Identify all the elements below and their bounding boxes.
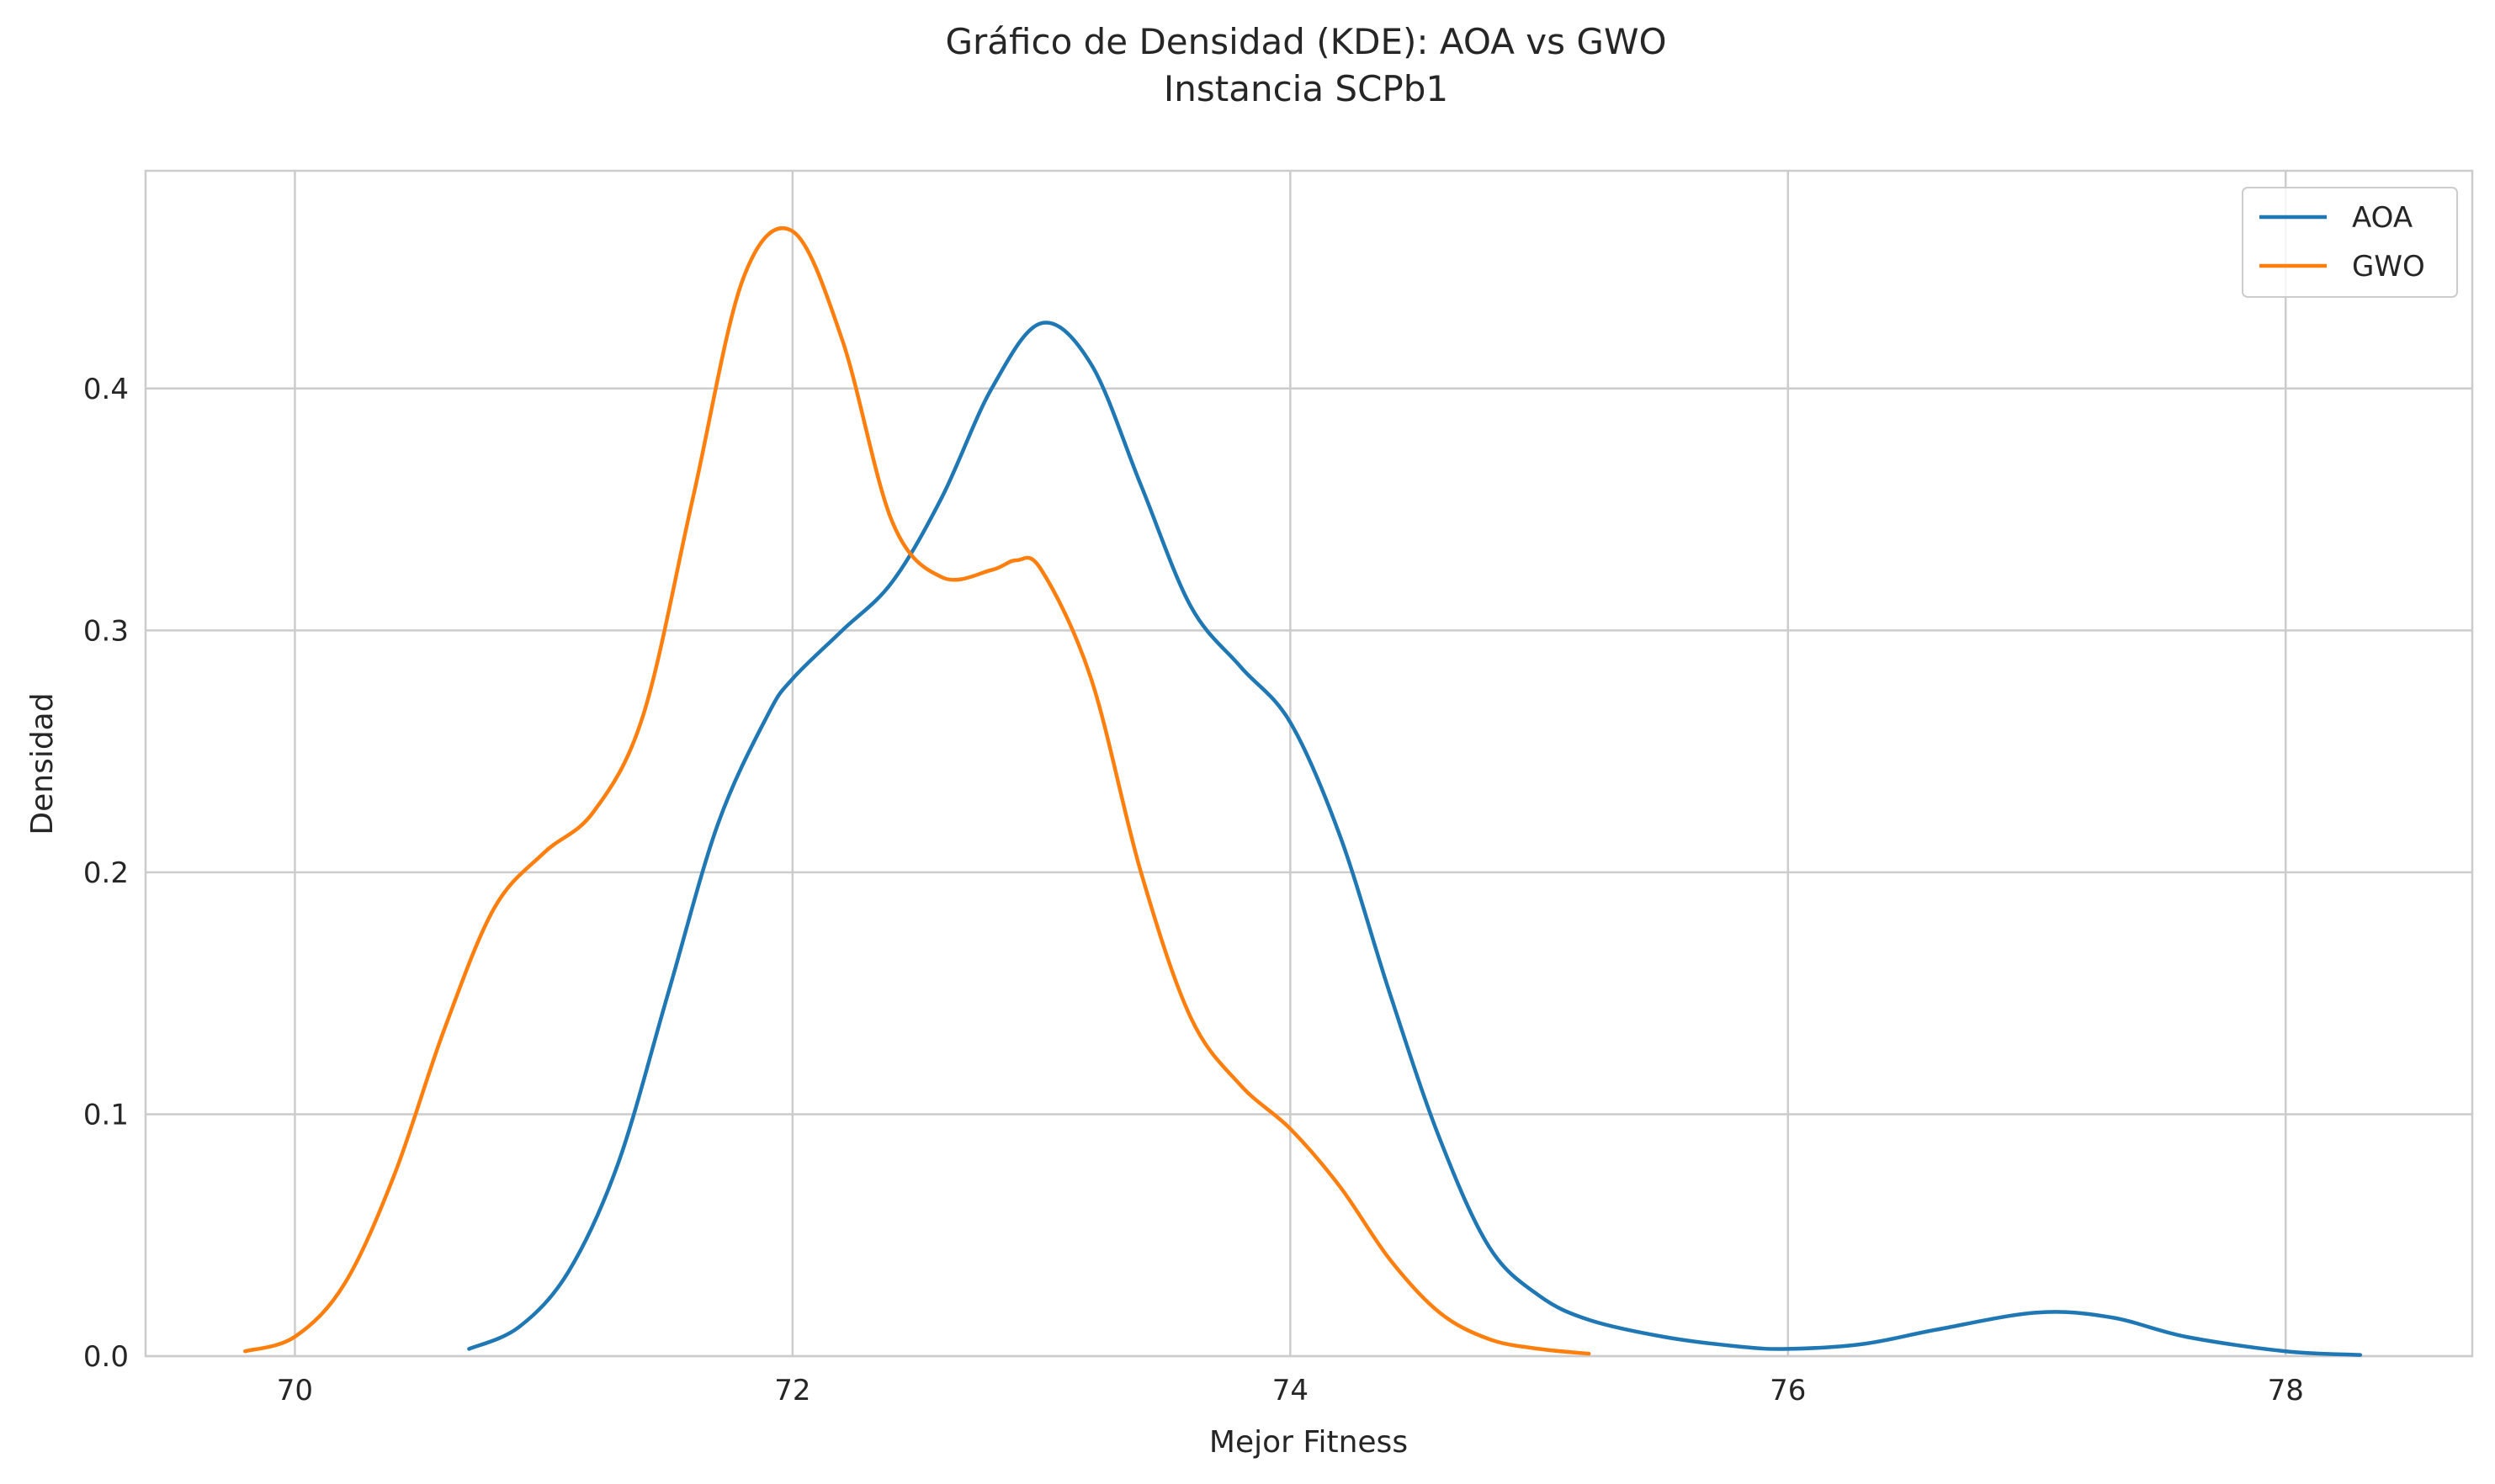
- tick-labels: 70 72 74 76 78 0.0 0.1 0.2 0.3 0.4: [83, 373, 2304, 1407]
- x-tick-label: 70: [277, 1374, 313, 1407]
- x-tick-label: 72: [774, 1374, 810, 1407]
- legend-box: [2242, 187, 2458, 298]
- y-tick-label: 0.4: [83, 373, 129, 406]
- x-tick-label: 74: [1272, 1374, 1309, 1407]
- series-line-aoa: [467, 321, 2363, 1357]
- y-tick-label: 0.1: [83, 1098, 129, 1132]
- y-tick-label: 0.0: [83, 1340, 129, 1374]
- legend-label-gwo: GWO: [2352, 250, 2425, 284]
- x-tick-label: 76: [1770, 1374, 1806, 1407]
- y-tick-label: 0.3: [83, 614, 129, 648]
- legend: AOA GWO: [2242, 187, 2458, 298]
- series-line-gwo: [243, 226, 1591, 1356]
- y-axis-label: Densidad: [25, 692, 60, 835]
- legend-label-aoa: AOA: [2352, 201, 2413, 235]
- chart-subtitle: Instancia SCPb1: [1164, 68, 1448, 109]
- y-tick-label: 0.2: [83, 856, 129, 890]
- chart-title: Gráfico de Densidad (KDE): AOA vs GWO: [945, 21, 1666, 62]
- series-layer: [243, 226, 2363, 1357]
- x-axis-label: Mejor Fitness: [1209, 1425, 1408, 1460]
- x-tick-label: 78: [2268, 1374, 2304, 1407]
- plot-frame: [144, 169, 2474, 1358]
